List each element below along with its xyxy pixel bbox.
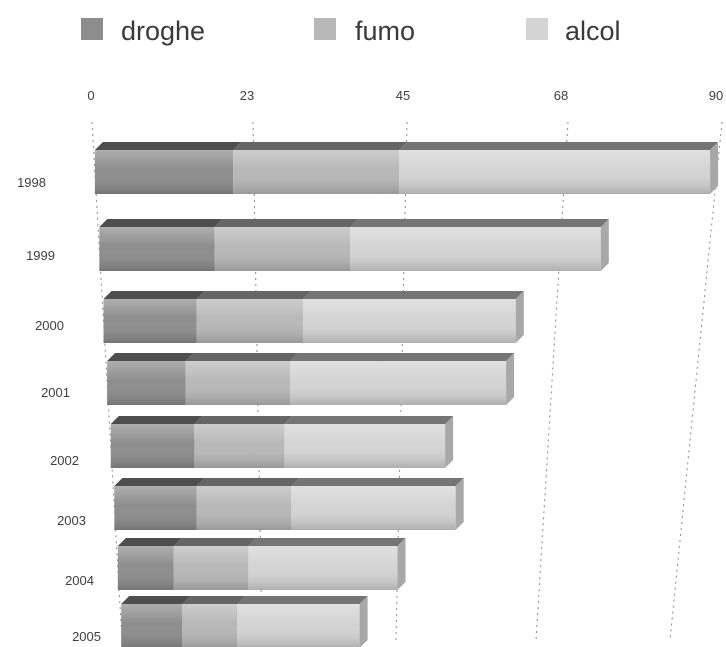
bar-end-cap-2000 (515, 291, 524, 343)
bar-end-cap-2005 (359, 596, 368, 647)
legend-swatch-droghe (81, 18, 103, 40)
bar-top-alcol-1998 (399, 142, 719, 150)
bar-top-fumo-2002 (194, 416, 293, 424)
bar-end-cap-1998 (710, 142, 719, 194)
bar-end-cap-2001 (506, 353, 515, 405)
bar-row-2005 (121, 596, 368, 647)
x-tick-label: 45 (396, 88, 410, 103)
bar-top-droghe-1998 (94, 142, 242, 150)
bar-top-droghe-2000 (103, 291, 205, 299)
bar-top-fumo-2001 (185, 353, 299, 361)
bar-top-alcol-2001 (290, 353, 515, 361)
legend: droghe fumo alcol (81, 16, 621, 46)
bar-top-droghe-1999 (99, 219, 223, 227)
bar-end-cap-2004 (397, 538, 406, 590)
bar-end-cap-1999 (600, 219, 609, 271)
bar-shading-2002 (110, 424, 446, 468)
bar-top-fumo-1999 (214, 219, 359, 227)
bar-top-droghe-2004 (117, 538, 182, 546)
bar-top-alcol-2002 (284, 416, 454, 424)
category-label-1999: 1999 (26, 248, 55, 263)
gridline (91, 121, 123, 641)
legend-label-alcol: alcol (565, 16, 621, 46)
bar-top-droghe-2001 (107, 353, 194, 361)
bar-top-fumo-2003 (196, 478, 300, 486)
category-label-2003: 2003 (57, 513, 86, 528)
category-label-2000: 2000 (35, 318, 64, 333)
gridline (669, 121, 723, 641)
x-tick-label: 90 (709, 88, 723, 103)
bar-top-alcol-1999 (350, 219, 609, 227)
bar-end-cap-2003 (455, 478, 464, 530)
bar-top-alcol-2005 (237, 596, 368, 604)
x-tick-label: 68 (554, 88, 568, 103)
bar-top-droghe-2003 (114, 478, 205, 486)
legend-swatch-alcol (526, 18, 548, 40)
gridline (535, 121, 569, 641)
x-axis-tick-labels: 0 23 45 68 90 (87, 88, 723, 103)
bar-shading-2005 (121, 604, 360, 647)
bar-shading-1999 (99, 227, 601, 271)
bar-shading-2004 (117, 546, 398, 590)
bar-top-alcol-2003 (291, 478, 464, 486)
legend-swatch-fumo (314, 18, 336, 40)
bar-row-2001 (107, 353, 515, 405)
legend-label-fumo: fumo (355, 16, 415, 46)
x-tick-label: 0 (87, 88, 94, 103)
category-label-2005: 2005 (72, 629, 101, 644)
bar-row-1999 (99, 219, 609, 271)
bar-top-fumo-1998 (233, 142, 408, 150)
bar-top-alcol-2004 (248, 538, 406, 546)
bar-shading-2001 (107, 361, 507, 405)
bar-row-2004 (117, 538, 406, 590)
bar-top-droghe-2005 (121, 596, 191, 604)
category-label-2002: 2002 (50, 453, 79, 468)
bar-row-2003 (114, 478, 464, 530)
x-tick-label: 23 (240, 88, 254, 103)
bar-shading-1998 (94, 150, 711, 194)
bar-top-fumo-2004 (173, 538, 257, 546)
bar-row-2000 (103, 291, 524, 343)
bar-end-cap-2002 (445, 416, 454, 468)
bar-row-2002 (110, 416, 454, 468)
category-label-2001: 2001 (41, 385, 70, 400)
bar-row-1998 (94, 142, 719, 194)
bars (94, 142, 719, 647)
bar-top-alcol-2000 (303, 291, 524, 299)
legend-label-droghe: droghe (121, 16, 205, 46)
category-label-2004: 2004 (65, 573, 94, 588)
bar-top-fumo-2005 (182, 596, 246, 604)
category-label-1998: 1998 (17, 175, 46, 190)
bar-shading-2000 (103, 299, 516, 343)
bar-shading-2003 (114, 486, 456, 530)
bar-top-fumo-2000 (196, 291, 312, 299)
bar-top-droghe-2002 (110, 416, 203, 424)
category-labels: 1998 1999 2000 2001 2002 2003 2004 2005 (17, 175, 101, 644)
